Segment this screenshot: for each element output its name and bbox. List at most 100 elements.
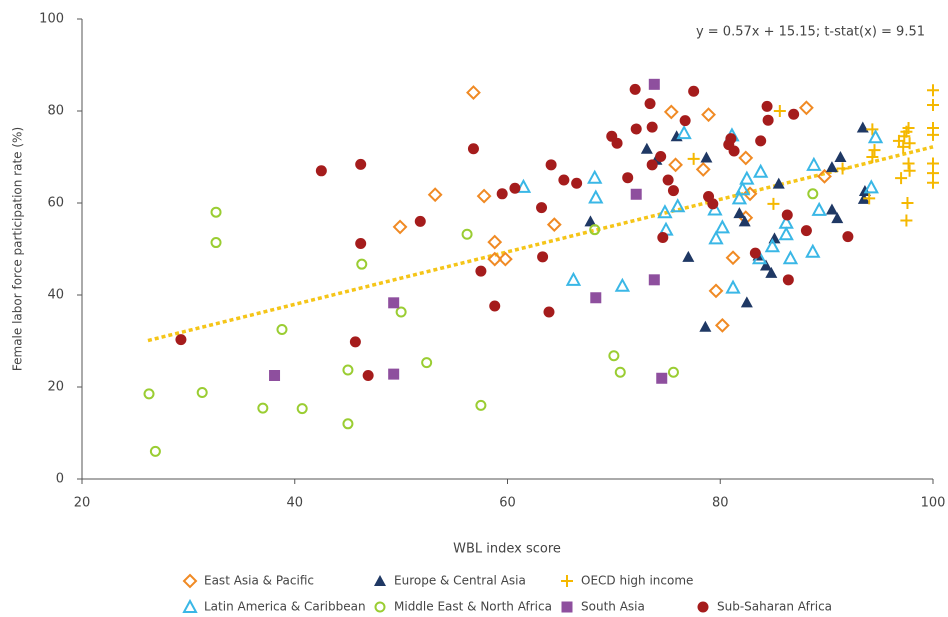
point	[825, 161, 838, 173]
point	[927, 84, 939, 97]
point	[825, 203, 838, 215]
point	[296, 403, 308, 415]
legend-label: Middle East & North Africa	[394, 600, 552, 614]
point	[903, 164, 916, 177]
point	[903, 137, 916, 150]
point	[701, 107, 716, 123]
legend-marker	[374, 575, 386, 586]
point	[714, 219, 731, 234]
point	[475, 399, 487, 411]
point	[700, 151, 713, 163]
y-tick-label: 100	[39, 12, 64, 27]
point	[657, 232, 669, 243]
point	[276, 324, 288, 335]
point	[388, 368, 400, 380]
legend-label: East Asia & Pacific	[204, 574, 314, 588]
point	[782, 250, 799, 265]
trend-line	[147, 145, 934, 343]
point	[892, 134, 905, 147]
point	[475, 265, 487, 277]
point	[728, 145, 740, 157]
point	[630, 123, 642, 135]
point	[688, 85, 700, 97]
point	[902, 122, 915, 135]
point	[175, 334, 187, 346]
point	[614, 366, 626, 378]
point	[682, 250, 695, 262]
point	[388, 297, 400, 309]
point	[901, 197, 914, 209]
point	[608, 350, 620, 362]
point	[614, 277, 631, 292]
point	[648, 78, 660, 90]
point	[739, 170, 755, 185]
point	[778, 226, 794, 241]
point	[362, 370, 374, 381]
point	[927, 99, 939, 112]
point	[749, 247, 761, 259]
point	[738, 150, 754, 166]
point	[648, 274, 660, 286]
point	[655, 151, 667, 163]
legend-label: Latin America & Caribbean	[204, 600, 366, 614]
point	[467, 143, 479, 155]
point	[571, 177, 583, 189]
point	[836, 162, 849, 175]
point	[565, 271, 582, 286]
point	[590, 292, 602, 304]
point	[782, 274, 794, 286]
point	[630, 188, 642, 200]
legend-label: Sub-Saharan Africa	[717, 600, 832, 614]
point	[210, 206, 222, 218]
point	[656, 372, 668, 384]
point	[863, 179, 879, 194]
point	[315, 165, 327, 177]
point	[765, 266, 778, 278]
point	[515, 178, 532, 193]
legend-marker	[182, 573, 198, 589]
y-axis-title: Female labor force participation rate (%…	[11, 127, 25, 371]
point	[805, 243, 821, 258]
point	[742, 186, 758, 202]
point	[269, 370, 281, 381]
point	[640, 142, 653, 154]
legend-marker	[697, 601, 709, 613]
point	[497, 251, 513, 267]
point	[752, 163, 769, 178]
point	[496, 188, 508, 200]
point	[725, 250, 741, 266]
legend-label: OECD high income	[581, 574, 693, 588]
point	[588, 189, 604, 204]
point	[584, 215, 597, 227]
point	[257, 402, 269, 414]
point	[670, 198, 686, 213]
point	[734, 181, 751, 196]
legend-marker	[374, 601, 386, 613]
point	[708, 283, 724, 299]
point	[546, 217, 562, 233]
point	[487, 234, 503, 250]
point	[927, 128, 939, 141]
point	[355, 158, 367, 170]
point	[536, 202, 548, 214]
point	[629, 83, 641, 95]
point	[545, 159, 557, 171]
point	[589, 224, 601, 236]
point	[395, 306, 407, 318]
point	[667, 185, 679, 197]
point	[761, 100, 773, 112]
legend-marker	[561, 601, 573, 613]
point	[611, 137, 623, 149]
point	[856, 121, 869, 133]
point	[868, 144, 881, 157]
point	[414, 215, 426, 227]
point	[149, 445, 161, 457]
point	[509, 182, 521, 194]
point	[807, 188, 819, 200]
point	[900, 214, 913, 227]
point	[679, 115, 691, 127]
point	[646, 121, 658, 133]
x-tick-label: 40	[286, 496, 303, 511]
y-tick-label: 40	[47, 288, 64, 303]
point	[667, 366, 679, 378]
